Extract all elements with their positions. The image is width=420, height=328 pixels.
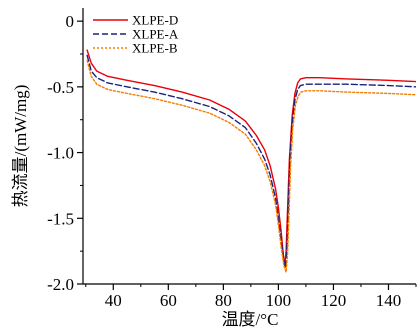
- y-tick-label: -1.5: [47, 209, 74, 228]
- x-tick-label: 60: [160, 291, 177, 310]
- legend-label-xlpe-b: XLPE-B: [132, 41, 178, 56]
- y-tick-label: -2.0: [47, 275, 74, 294]
- legend-label-xlpe-a: XLPE-A: [132, 27, 179, 42]
- legend-label-xlpe-d: XLPE-D: [132, 13, 178, 28]
- y-tick-label: -0.5: [47, 78, 74, 97]
- y-ticks: 0 -0.5 -1.0 -1.5 -2.0: [47, 12, 83, 294]
- x-ticks: 40 60 80 100 120 140: [85, 284, 417, 310]
- x-tick-label: 80: [215, 291, 232, 310]
- x-tick-label: 140: [376, 291, 402, 310]
- x-tick-label: 40: [105, 291, 122, 310]
- y-axis-title: 热流量/(mW/mg): [11, 85, 30, 208]
- x-tick-label: 100: [266, 291, 292, 310]
- series-line-xlpe-a: [86, 54, 416, 269]
- series-line-xlpe-b: [86, 59, 416, 273]
- x-axis-title: 温度/°C: [222, 310, 279, 328]
- x-tick-label: 120: [321, 291, 347, 310]
- series-group: [86, 49, 416, 273]
- y-tick-label: -1.0: [47, 144, 74, 163]
- series-line-xlpe-d: [86, 49, 416, 267]
- y-tick-label: 0: [66, 12, 75, 31]
